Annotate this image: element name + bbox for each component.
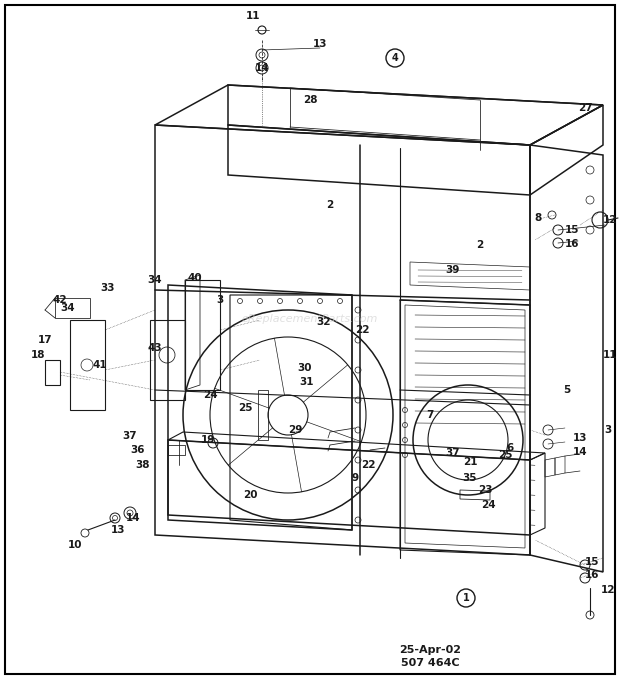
Text: 36: 36 (131, 445, 145, 455)
Text: 27: 27 (578, 103, 592, 113)
Text: 30: 30 (298, 363, 312, 373)
Text: 41: 41 (92, 360, 107, 370)
Text: 31: 31 (299, 377, 314, 387)
Text: 5: 5 (564, 385, 570, 395)
Text: 11: 11 (246, 11, 260, 21)
Text: 13: 13 (111, 525, 125, 535)
Text: 42: 42 (53, 295, 68, 305)
Text: 22: 22 (355, 325, 370, 335)
Text: 38: 38 (136, 460, 150, 470)
Text: 19: 19 (201, 435, 215, 445)
Text: 2: 2 (476, 240, 484, 250)
Text: 24: 24 (480, 500, 495, 510)
Text: 16: 16 (585, 570, 600, 580)
Text: 9: 9 (352, 473, 358, 483)
Text: 29: 29 (288, 425, 302, 435)
Text: 34: 34 (61, 303, 75, 313)
Text: 6: 6 (507, 443, 513, 453)
Text: 20: 20 (243, 490, 257, 500)
Text: 25: 25 (237, 403, 252, 413)
Text: 25-Apr-02: 25-Apr-02 (399, 645, 461, 655)
Text: 12: 12 (601, 585, 615, 595)
Text: 1: 1 (463, 593, 469, 603)
Text: 34: 34 (148, 275, 162, 285)
Text: 12: 12 (603, 215, 618, 225)
Text: 37: 37 (123, 431, 137, 441)
Text: 16: 16 (565, 239, 579, 249)
Text: 28: 28 (303, 95, 317, 105)
Text: eReplacementParts.com: eReplacementParts.com (242, 314, 378, 324)
Text: 21: 21 (463, 457, 477, 467)
Text: 43: 43 (148, 343, 162, 353)
Text: 40: 40 (188, 273, 202, 283)
Text: 39: 39 (446, 265, 460, 275)
Text: 507 464C: 507 464C (401, 658, 459, 668)
Text: 35: 35 (463, 473, 477, 483)
Text: 13: 13 (312, 39, 327, 49)
Text: 18: 18 (31, 350, 45, 360)
Text: 2: 2 (326, 200, 334, 210)
Text: 14: 14 (573, 447, 587, 457)
Text: 37: 37 (446, 448, 460, 458)
Text: 3: 3 (216, 295, 224, 305)
Text: 7: 7 (427, 410, 433, 420)
Text: 14: 14 (255, 63, 269, 73)
Text: 10: 10 (68, 540, 82, 550)
Text: 8: 8 (534, 213, 542, 223)
Text: 32: 32 (317, 317, 331, 327)
Text: 3: 3 (604, 425, 611, 435)
Text: 33: 33 (100, 283, 115, 293)
Text: 15: 15 (565, 225, 579, 235)
Text: 24: 24 (203, 390, 218, 400)
Text: 17: 17 (38, 335, 52, 345)
Text: 15: 15 (585, 557, 600, 567)
Text: 22: 22 (361, 460, 375, 470)
Text: 25: 25 (498, 450, 512, 460)
Text: 13: 13 (573, 433, 587, 443)
Text: 11: 11 (603, 350, 618, 360)
Text: 14: 14 (126, 513, 140, 523)
Text: 4: 4 (392, 53, 399, 63)
Text: 23: 23 (478, 485, 492, 495)
